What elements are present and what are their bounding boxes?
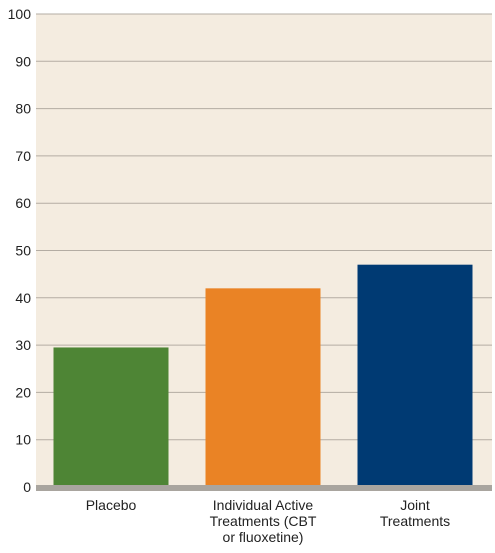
- x-category-label: Individual Active: [213, 497, 314, 513]
- y-tick-label: 80: [15, 101, 31, 117]
- x-category-label: Joint: [400, 497, 430, 513]
- y-tick-label: 10: [15, 432, 31, 448]
- y-tick-label: 40: [15, 290, 31, 306]
- bar: [357, 264, 473, 487]
- y-tick-label: 100: [8, 6, 32, 22]
- y-tick-label: 90: [15, 53, 31, 69]
- y-tick-label: 70: [15, 148, 31, 164]
- x-category-label: Treatments: [380, 513, 450, 529]
- x-category-label: or fluoxetine): [223, 529, 304, 545]
- y-tick-label: 50: [15, 243, 31, 259]
- y-tick-label: 0: [23, 479, 31, 495]
- y-tick-label: 20: [15, 384, 31, 400]
- x-axis-baseline: [36, 485, 492, 491]
- bar: [205, 288, 321, 487]
- bars: [53, 264, 473, 487]
- bar: [53, 347, 169, 487]
- y-tick-label: 60: [15, 195, 31, 211]
- y-axis-tick-labels: 0 10 20 30 40 50 60 70 80 90 100: [8, 6, 32, 495]
- y-tick-label: 30: [15, 337, 31, 353]
- x-category-label: Placebo: [86, 497, 137, 513]
- x-category-label: Treatments (CBT: [210, 513, 317, 529]
